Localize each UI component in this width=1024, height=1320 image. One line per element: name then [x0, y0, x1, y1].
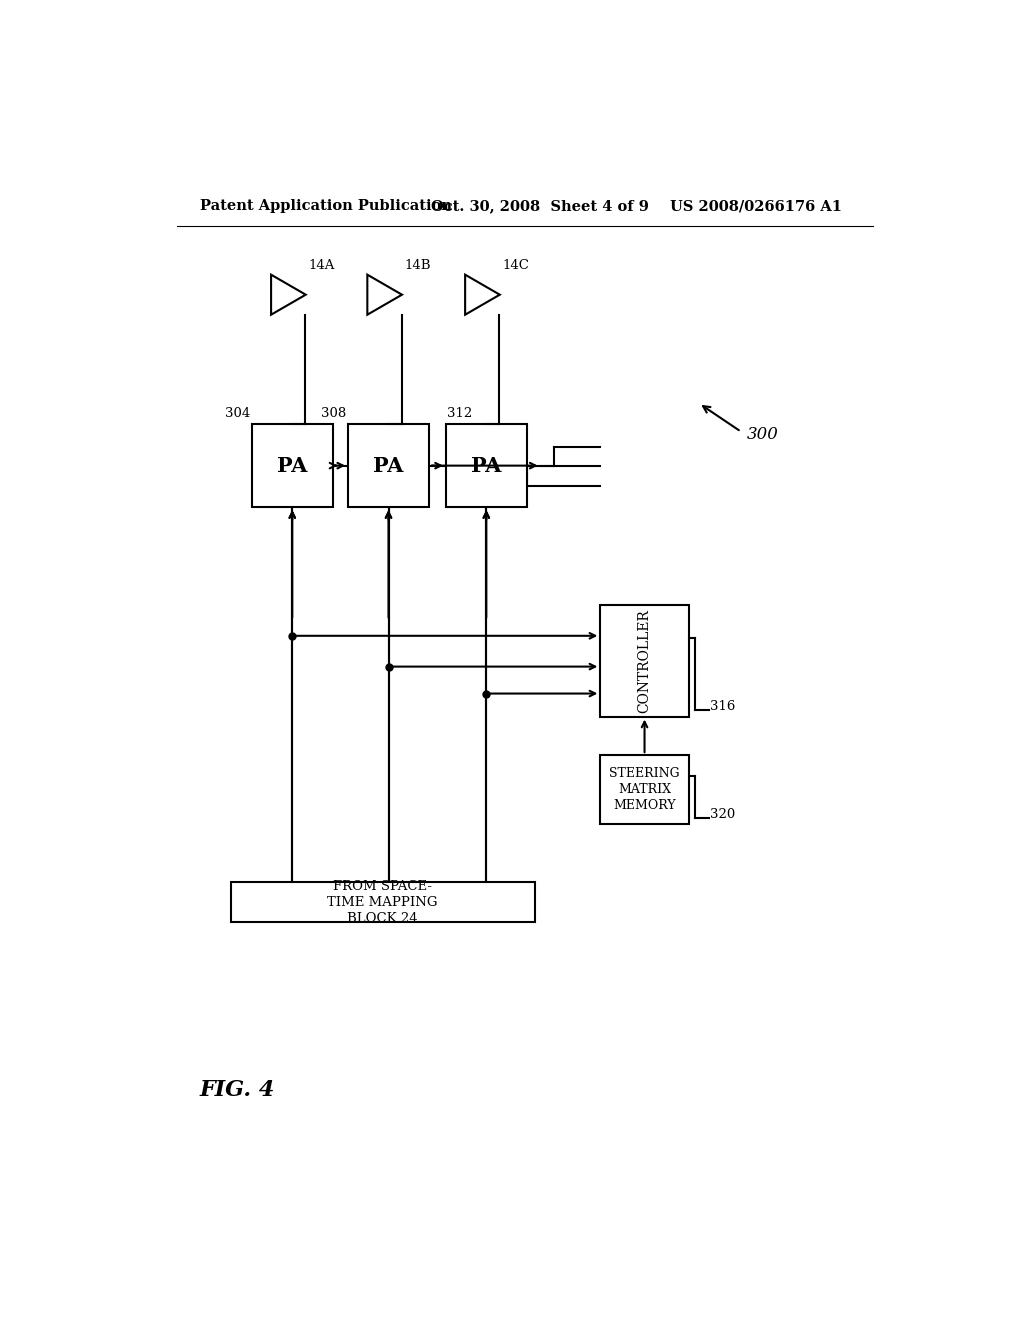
Text: FIG. 4: FIG. 4 — [200, 1080, 275, 1101]
Bar — [348, 424, 429, 507]
Text: PA: PA — [278, 455, 307, 475]
Text: 300: 300 — [746, 425, 778, 442]
Text: FROM SPACE-
TIME MAPPING
BLOCK 24: FROM SPACE- TIME MAPPING BLOCK 24 — [328, 879, 438, 925]
Text: PA: PA — [374, 455, 403, 475]
Bar — [600, 605, 689, 717]
Text: 14C: 14C — [503, 259, 529, 272]
Text: 308: 308 — [322, 407, 346, 420]
Text: US 2008/0266176 A1: US 2008/0266176 A1 — [670, 199, 842, 213]
Text: 316: 316 — [711, 700, 736, 713]
Text: PA: PA — [471, 455, 502, 475]
Text: 14B: 14B — [404, 259, 431, 272]
Text: Patent Application Publication: Patent Application Publication — [200, 199, 452, 213]
Bar — [230, 882, 535, 923]
Bar — [445, 424, 526, 507]
Bar — [600, 755, 689, 825]
Bar — [252, 424, 333, 507]
Text: 312: 312 — [447, 407, 473, 420]
Text: Oct. 30, 2008  Sheet 4 of 9: Oct. 30, 2008 Sheet 4 of 9 — [431, 199, 649, 213]
Text: 320: 320 — [711, 808, 735, 821]
Text: 304: 304 — [225, 407, 250, 420]
Text: 14A: 14A — [308, 259, 335, 272]
Text: CONTROLLER: CONTROLLER — [638, 609, 651, 713]
Text: STEERING
MATRIX
MEMORY: STEERING MATRIX MEMORY — [609, 767, 680, 812]
